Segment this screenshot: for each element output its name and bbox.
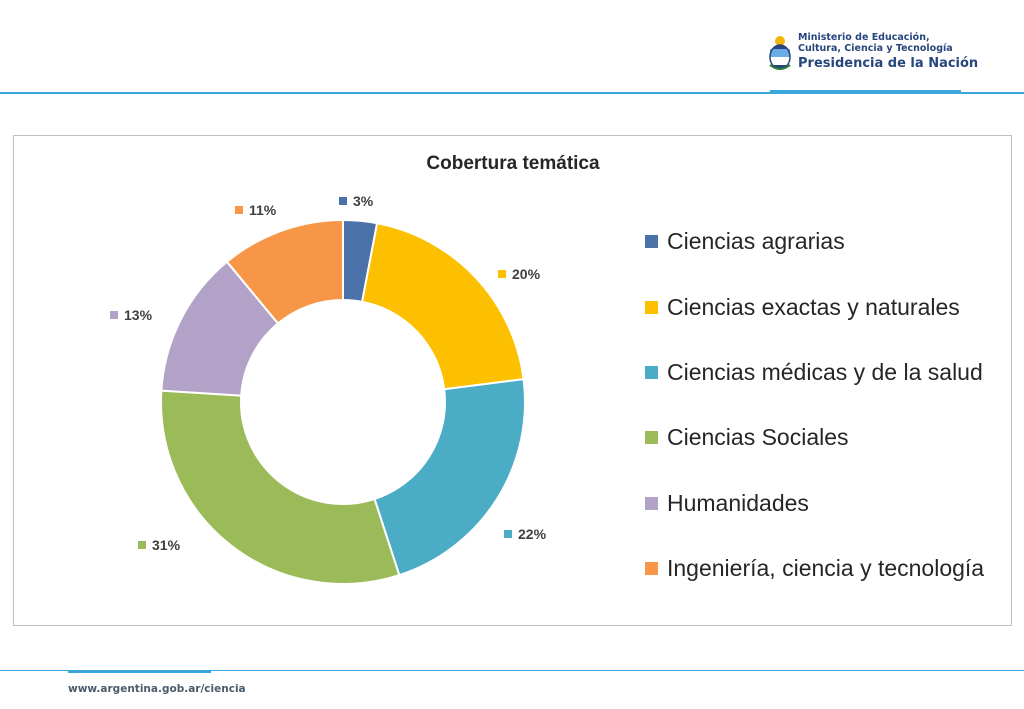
footer-url[interactable]: www.argentina.gob.ar/ciencia [68,683,246,695]
data-label-swatch-2 [498,270,506,278]
chart-title: Cobertura temática [426,153,600,174]
donut-slice-6 [225,218,344,325]
data-label-2: 20% [512,266,541,282]
data-label-4: 31% [152,537,181,553]
legend-label-5: Humanidades [667,489,809,516]
chart-frame [13,135,1012,626]
coat-of-arms-icon [769,36,791,70]
legend-item-4: Ciencias Sociales [645,405,984,470]
donut-slice-3 [373,378,526,577]
donut-data-labels: 3% 20% 22% 31% 13% 11% [110,193,547,553]
logo-line-3: Presidencia de la Nación [798,56,979,71]
legend-item-6: Ingeniería, ciencia y tecnología [645,536,984,601]
data-label-swatch-3 [504,530,512,538]
legend-swatch-4 [645,431,658,445]
data-label-swatch-5 [110,311,118,319]
legend-swatch-5 [645,496,658,510]
legend-label-2: Ciencias exactas y naturales [667,293,960,320]
legend-swatch-6 [645,562,658,576]
legend-swatch-3 [645,365,658,379]
legend-item-3: Ciencias médicas y de la salud [645,340,984,405]
logo-line-2: Cultura, Ciencia y Tecnología [798,43,953,54]
legend-label-4: Ciencias Sociales [667,424,849,451]
data-label-3: 22% [518,526,547,542]
data-label-6: 11% [249,202,277,218]
data-label-swatch-4 [138,541,146,549]
footer-divider [0,670,1024,671]
donut-slices [160,218,526,585]
data-label-swatch-1 [339,197,347,205]
donut-slice-4 [160,389,401,585]
ministry-logo: Ministerio de Educación, Cultura, Cienci… [766,32,979,76]
legend-label-1: Ciencias agrarias [667,228,845,255]
data-label-swatch-6 [235,206,243,214]
legend-label-3: Ciencias médicas y de la salud [667,358,983,385]
legend-label-6: Ingeniería, ciencia y tecnología [667,555,985,582]
legend-item-2: Ciencias exactas y naturales [645,274,984,339]
data-label-1: 3% [353,193,374,209]
header-divider-accent [770,90,961,92]
header-divider [0,92,1024,94]
footer-divider-accent [68,670,211,673]
legend-swatch-2 [645,300,658,314]
donut-slice-2 [360,222,525,391]
logo-line-1: Ministerio de Educación, [798,32,930,43]
chart-legend: Ciencias agrarias Ciencias exactas y natu… [645,209,984,601]
legend-swatch-1 [645,235,658,249]
legend-item-5: Humanidades [645,471,984,536]
legend-item-1: Ciencias agrarias [645,209,984,274]
data-label-5: 13% [124,307,153,323]
